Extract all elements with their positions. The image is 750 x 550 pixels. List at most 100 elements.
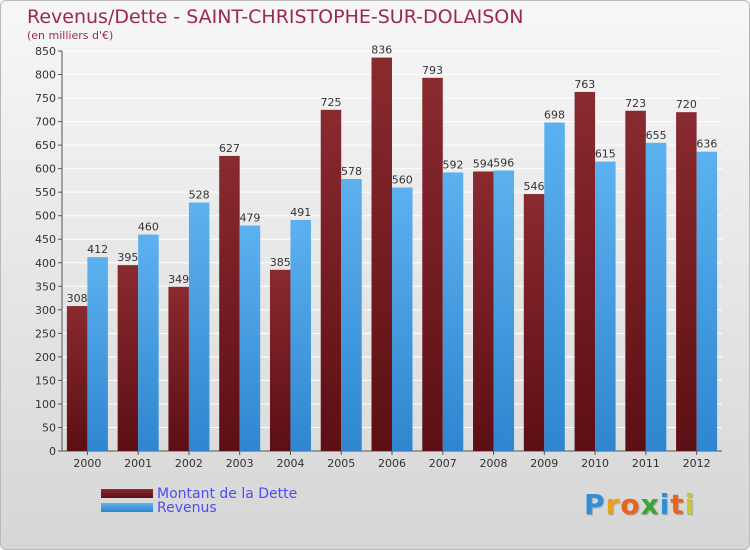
bar-debt xyxy=(66,306,88,451)
data-label-revenue: 596 xyxy=(493,157,514,170)
y-tick-label: 300 xyxy=(35,304,56,317)
x-tick-label: 2007 xyxy=(429,457,457,470)
data-label-debt: 385 xyxy=(270,256,291,269)
data-label-debt: 723 xyxy=(625,97,646,110)
y-tick-label: 550 xyxy=(35,186,56,199)
bar-revenue xyxy=(696,151,718,452)
data-label-revenue: 560 xyxy=(392,173,413,186)
y-tick-label: 400 xyxy=(35,257,56,270)
bar-debt xyxy=(422,77,443,451)
bar-debt xyxy=(371,57,392,452)
y-tick-label: 200 xyxy=(35,351,56,364)
x-tick-label: 2008 xyxy=(480,457,508,470)
bar-revenue xyxy=(442,172,464,452)
bar-revenue xyxy=(341,179,362,451)
bar-revenue xyxy=(138,234,159,451)
legend-swatch-revenue xyxy=(101,503,153,512)
y-tick-label: 150 xyxy=(35,374,56,387)
data-label-debt: 763 xyxy=(574,78,595,91)
bar-debt xyxy=(269,269,291,451)
data-label-revenue: 615 xyxy=(595,148,616,161)
bar-revenue xyxy=(595,161,616,451)
x-tick-label: 2010 xyxy=(581,457,609,470)
bar-revenue xyxy=(645,142,667,451)
bar-debt xyxy=(574,91,596,452)
legend-item-debt: Montant de la Dette xyxy=(101,486,401,502)
x-tick-label: 2009 xyxy=(530,457,558,470)
legend-swatch-debt xyxy=(101,489,153,498)
chart-title: Revenus/Dette - SAINT-CHRISTOPHE-SUR-DOL… xyxy=(27,6,524,28)
logo-letter: i xyxy=(684,488,696,521)
x-tick-label: 2012 xyxy=(683,457,711,470)
data-label-revenue: 491 xyxy=(290,206,311,219)
data-label-debt: 720 xyxy=(676,98,697,111)
data-label-revenue: 412 xyxy=(87,243,108,256)
data-label-debt: 349 xyxy=(168,273,189,286)
y-tick-label: 850 xyxy=(35,45,56,58)
x-tick-label: 2004 xyxy=(276,457,304,470)
y-tick-label: 650 xyxy=(35,139,56,152)
logo-letter: t xyxy=(670,488,685,521)
y-tick-label: 800 xyxy=(35,69,56,82)
bar-revenue xyxy=(239,225,261,451)
data-label-debt: 308 xyxy=(67,292,88,305)
y-tick-label: 500 xyxy=(35,210,56,223)
data-label-debt: 793 xyxy=(422,64,443,77)
proxiti-logo: Proxiti xyxy=(584,488,695,521)
y-tick-label: 50 xyxy=(42,421,56,434)
bar-revenue xyxy=(392,187,413,451)
data-label-debt: 546 xyxy=(524,180,545,193)
data-label-debt: 395 xyxy=(117,251,138,264)
x-tick-label: 2005 xyxy=(327,457,355,470)
bar-revenue xyxy=(188,202,210,451)
legend-label-debt: Montant de la Dette xyxy=(157,486,298,502)
data-label-revenue: 636 xyxy=(696,138,717,151)
data-label-debt: 836 xyxy=(371,44,392,57)
chart-subtitle: (en milliers d'€) xyxy=(27,29,114,42)
y-tick-label: 700 xyxy=(35,116,56,129)
bar-debt xyxy=(168,286,189,451)
data-label-revenue: 528 xyxy=(189,189,210,202)
bar-debt xyxy=(117,265,139,451)
y-tick-label: 600 xyxy=(35,163,56,176)
logo-letter: o xyxy=(620,488,641,521)
x-tick-label: 2003 xyxy=(226,457,254,470)
data-label-debt: 594 xyxy=(473,157,494,170)
bar-debt xyxy=(676,112,697,452)
data-label-revenue: 578 xyxy=(341,165,362,178)
y-tick-label: 350 xyxy=(35,280,56,293)
data-label-revenue: 592 xyxy=(443,158,464,171)
bar-debt xyxy=(473,171,494,451)
y-tick-label: 750 xyxy=(35,92,56,105)
data-label-debt: 725 xyxy=(320,96,341,109)
x-tick-label: 2000 xyxy=(73,457,101,470)
logo-letter: P xyxy=(584,488,606,521)
data-label-revenue: 479 xyxy=(239,212,260,225)
legend-item-revenue: Revenus xyxy=(101,500,401,516)
x-tick-label: 2002 xyxy=(175,457,203,470)
logo-letter: r xyxy=(605,488,621,521)
bar-revenue xyxy=(544,122,565,451)
data-label-debt: 627 xyxy=(219,142,240,155)
data-label-revenue: 460 xyxy=(138,221,159,234)
x-tick-label: 2001 xyxy=(124,457,152,470)
y-tick-label: 450 xyxy=(35,233,56,246)
y-tick-label: 100 xyxy=(35,398,56,411)
logo-letter: i xyxy=(659,488,671,521)
x-tick-label: 2006 xyxy=(378,457,406,470)
logo-letter: x xyxy=(640,488,660,521)
bar-revenue xyxy=(87,257,108,451)
bar-debt xyxy=(219,155,240,452)
y-tick-label: 0 xyxy=(49,445,56,458)
chart-legend: Montant de la Dette Revenus xyxy=(101,486,401,516)
legend-label-revenue: Revenus xyxy=(157,500,217,516)
bar-revenue xyxy=(290,219,311,451)
bar-debt xyxy=(523,194,545,451)
bar-debt xyxy=(625,110,646,451)
y-tick-label: 250 xyxy=(35,327,56,340)
data-label-revenue: 655 xyxy=(646,129,667,142)
bar-debt xyxy=(320,109,342,451)
x-tick-label: 2011 xyxy=(632,457,660,470)
